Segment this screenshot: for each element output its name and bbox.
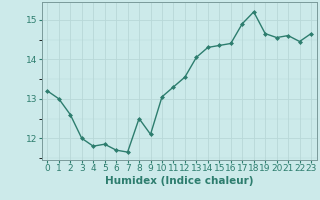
X-axis label: Humidex (Indice chaleur): Humidex (Indice chaleur) bbox=[105, 176, 253, 186]
